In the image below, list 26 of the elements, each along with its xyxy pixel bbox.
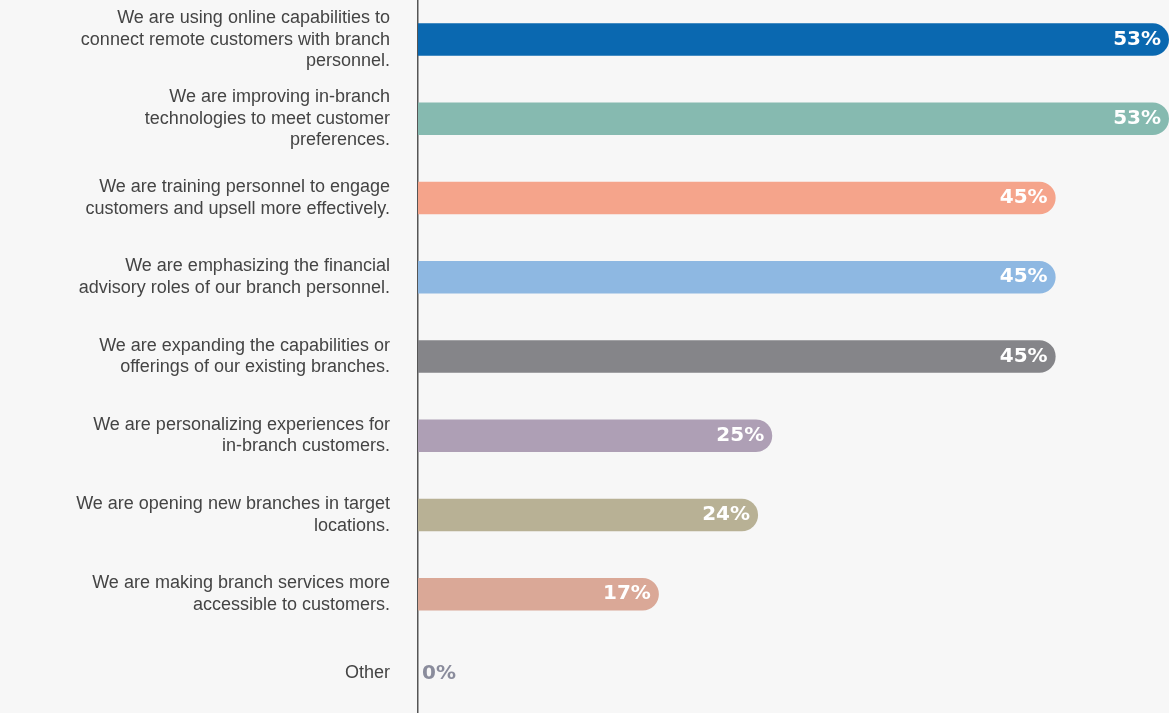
bar — [418, 498, 759, 532]
y-tick-label: We are opening new branches in target locations. — [76, 493, 390, 535]
y-tick-label: We are emphasizing the financial advisory roles of our branch personnel. — [78, 255, 390, 298]
y-tick-label: Other — [344, 662, 390, 683]
y-tick-label: We are making branch services more accessible to customers. — [92, 572, 390, 614]
bar — [418, 340, 1056, 373]
data-label: 45% — [999, 263, 1048, 288]
data-label: 0% — [422, 659, 456, 684]
data-label: 25% — [716, 421, 765, 446]
data-label: 53% — [1113, 25, 1161, 50]
bar — [418, 577, 659, 611]
y-tick-label: We are improving in-branch technologies to meet customer preferences. — [144, 86, 390, 150]
bar — [418, 23, 1169, 56]
y-tick-label: We are training personnel to engage customers and upsell more effectively. — [85, 176, 390, 218]
data-label: 24% — [702, 501, 751, 526]
bar — [418, 261, 1056, 294]
y-tick-label: We are personalizing experiences for in-branch customers. — [93, 413, 390, 456]
data-label: 17% — [603, 580, 651, 605]
bar — [418, 181, 1056, 215]
data-label: 45% — [999, 184, 1048, 209]
y-tick-label: We are expanding the capabilities or offerings of our existing branches. — [99, 334, 390, 377]
data-label: 53% — [1113, 105, 1161, 130]
bar — [418, 102, 1169, 136]
data-label: 45% — [999, 342, 1048, 367]
y-tick-label: We are using online capabilities to connect remote customers with branch personnel. — [80, 6, 390, 71]
bar — [418, 419, 773, 452]
